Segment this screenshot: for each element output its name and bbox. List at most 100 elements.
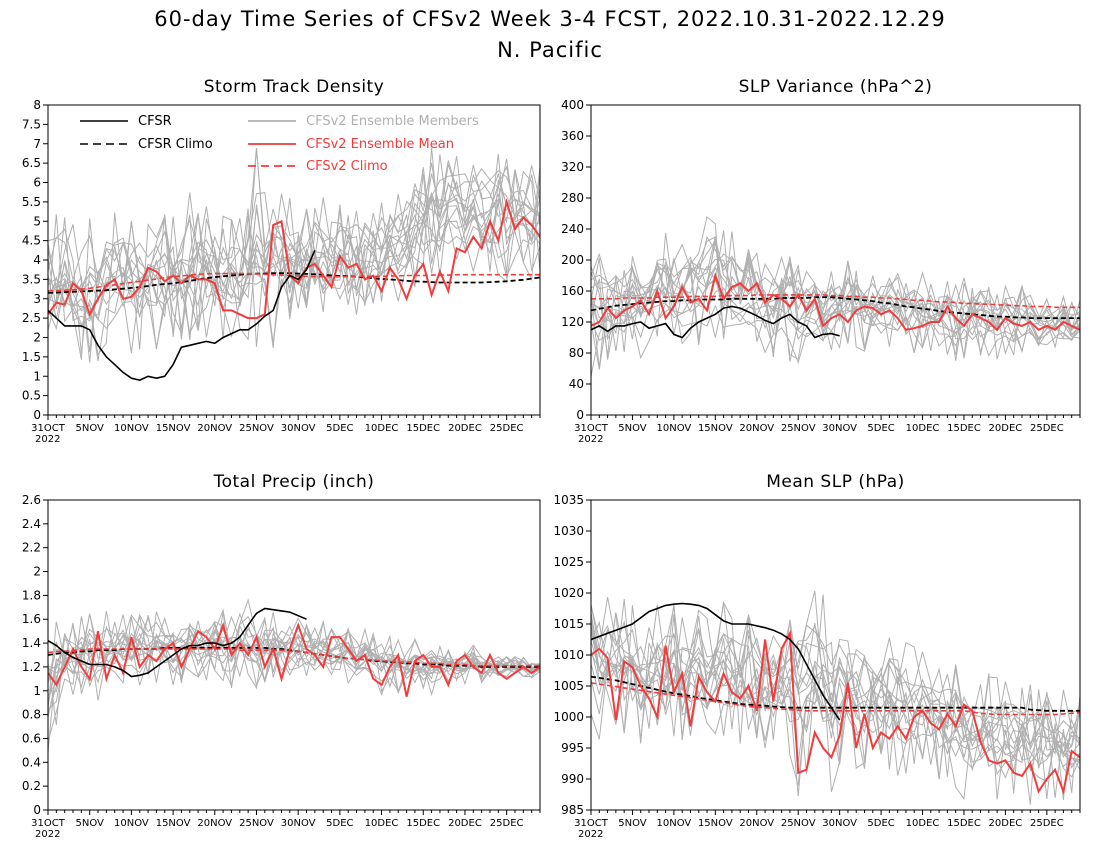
y-tick-label: 1025	[553, 555, 584, 569]
y-tick-label: 1005	[553, 679, 584, 693]
series-cfsr-climo	[591, 675, 1080, 712]
panels: Storm Track Density 0 0.5 1 1.5 2 2.5 3 3.5 4 4.5 5…	[22, 77, 1081, 840]
x-tick-label: 15DEC	[406, 423, 440, 434]
ensemble-member-line	[591, 620, 1080, 756]
x-tick-label: 20NOV	[739, 818, 774, 829]
x-tick-label: 15DEC	[406, 818, 440, 829]
legend-label-cfsv2-ensemble-mean: CFSv2 Ensemble Mean	[306, 137, 454, 152]
x-tick-label: 30NOV	[822, 423, 857, 434]
y-tick-label: 1	[33, 369, 41, 383]
x-tick-label: 20DEC	[448, 818, 482, 829]
series-cfsr	[48, 249, 316, 381]
y-tick-label: 995	[561, 741, 584, 755]
y-tick-label: 1.6	[22, 612, 41, 626]
x-tick-label: 5NOV	[618, 423, 647, 434]
y-tick-label: 0.4	[22, 755, 41, 769]
series-cfsr-climo	[591, 296, 1080, 320]
plot-frame	[47, 499, 541, 811]
x-tick-label: 25NOV	[239, 423, 274, 434]
y-tick-label: 1.8	[22, 588, 41, 602]
ensemble-member-line	[591, 604, 1080, 769]
x-tick-label: 30NOV	[281, 423, 316, 434]
series-cfsv2-climo	[591, 294, 1080, 309]
ensemble-member-line	[591, 600, 1080, 799]
series-cfsr	[591, 602, 841, 721]
panel-storm-track-density: Storm Track Density 0 0.5 1 1.5 2 2.5 3 3.5 4 4.5 5…	[22, 77, 541, 445]
series-cfsv2-climo	[48, 272, 540, 292]
x-tick-label: 30NOV	[281, 818, 316, 829]
y-tick-label: 5.5	[22, 195, 41, 209]
ensemble-member-line	[48, 611, 540, 693]
x-tick-label: 31OCT	[31, 818, 66, 829]
y-tick-label: 1.2	[22, 660, 41, 674]
x-tick-label: 15NOV	[698, 818, 733, 829]
series-cfsv2-ensemble-mean	[48, 621, 540, 697]
x-tick-label: 25DEC	[1030, 423, 1064, 434]
y-tick-label: 1035	[553, 493, 584, 507]
y-tick-label: 1015	[553, 617, 584, 631]
x-tick-label: 20NOV	[197, 818, 232, 829]
series-cfsr-climo	[48, 272, 540, 294]
y-tick-label: 8	[33, 98, 41, 112]
x-tick-label: 10NOV	[114, 818, 149, 829]
x-tick-label: 25NOV	[781, 818, 816, 829]
x-tick-label: 10DEC	[365, 423, 399, 434]
y-tick-label: 2.4	[22, 517, 41, 531]
ensemble-member-line	[48, 147, 540, 340]
y-tick-label: 2.6	[22, 493, 41, 507]
ensemble-member-line	[591, 598, 1080, 793]
x-tick-label: 5DEC	[867, 423, 894, 434]
ensemble-member-line	[48, 147, 540, 348]
panel-title: Mean SLP (hPa)	[766, 472, 905, 492]
series-group	[591, 271, 1080, 339]
x-year-label: 2022	[578, 829, 603, 840]
x-tick-label: 30NOV	[822, 818, 857, 829]
x-tick-label: 10NOV	[657, 423, 692, 434]
legend: CFSR CFSR Climo CFSv2 Ensemble Members CFSv…	[80, 114, 479, 174]
y-tick-label: 40	[569, 377, 584, 391]
y-tick-label: 0	[576, 408, 584, 422]
panel-title: SLP Variance (hPa^2)	[739, 77, 933, 97]
legend-label-cfsr-climo: CFSR Climo	[138, 137, 213, 152]
legend-label-cfsv2-ensemble-members: CFSv2 Ensemble Members	[306, 114, 479, 129]
x-tick-label: 25DEC	[490, 818, 524, 829]
ensemble-member-line	[591, 303, 1080, 365]
y-tick-label: 4.5	[22, 234, 41, 248]
y-tick-label: 240	[561, 222, 584, 236]
series-cfsr	[591, 305, 840, 339]
x-tick-label: 5DEC	[867, 818, 894, 829]
y-tick-label: 3.5	[22, 272, 41, 286]
x-tick-label: 10NOV	[114, 423, 149, 434]
y-tick-label: 80	[569, 346, 584, 360]
panel-title: Total Precip (inch)	[213, 472, 375, 492]
y-tick-label: 4	[33, 253, 41, 267]
series-group	[591, 602, 1080, 795]
y-tick-label: 2.5	[22, 311, 41, 325]
y-tick-label: 1	[33, 684, 41, 698]
panel-slp-variance-hpa-2: SLP Variance (hPa^2) 0 40 80 120 160 200 240 280…	[561, 77, 1081, 445]
series-cfsv2-ensemble-mean	[591, 271, 1080, 332]
legend-label-cfsv2-climo: CFSv2 Climo	[306, 159, 388, 174]
y-tick-label: 0.5	[22, 389, 41, 403]
x-tick-label: 31OCT	[574, 818, 609, 829]
x-tick-label: 25DEC	[490, 423, 524, 434]
x-year-label: 2022	[35, 829, 60, 840]
ensemble-member-line	[591, 215, 1080, 360]
ensemble-members	[591, 590, 1080, 805]
ensemble-member-line	[48, 154, 540, 333]
y-tick-label: 1.4	[22, 636, 41, 650]
x-tick-label: 10DEC	[906, 818, 940, 829]
series-group	[48, 197, 540, 381]
ensemble-member-line	[591, 590, 1080, 794]
y-tick-label: 360	[561, 129, 584, 143]
x-tick-label: 20DEC	[448, 423, 482, 434]
ensemble-member-line	[48, 147, 540, 355]
ensemble-member-line	[591, 602, 1080, 786]
y-tick-label: 6	[33, 176, 41, 190]
y-tick-label: 0.6	[22, 731, 41, 745]
x-year-label: 2022	[578, 434, 603, 445]
y-tick-label: 1010	[553, 648, 584, 662]
series-cfsv2-climo	[48, 648, 540, 667]
series-group	[48, 607, 540, 697]
